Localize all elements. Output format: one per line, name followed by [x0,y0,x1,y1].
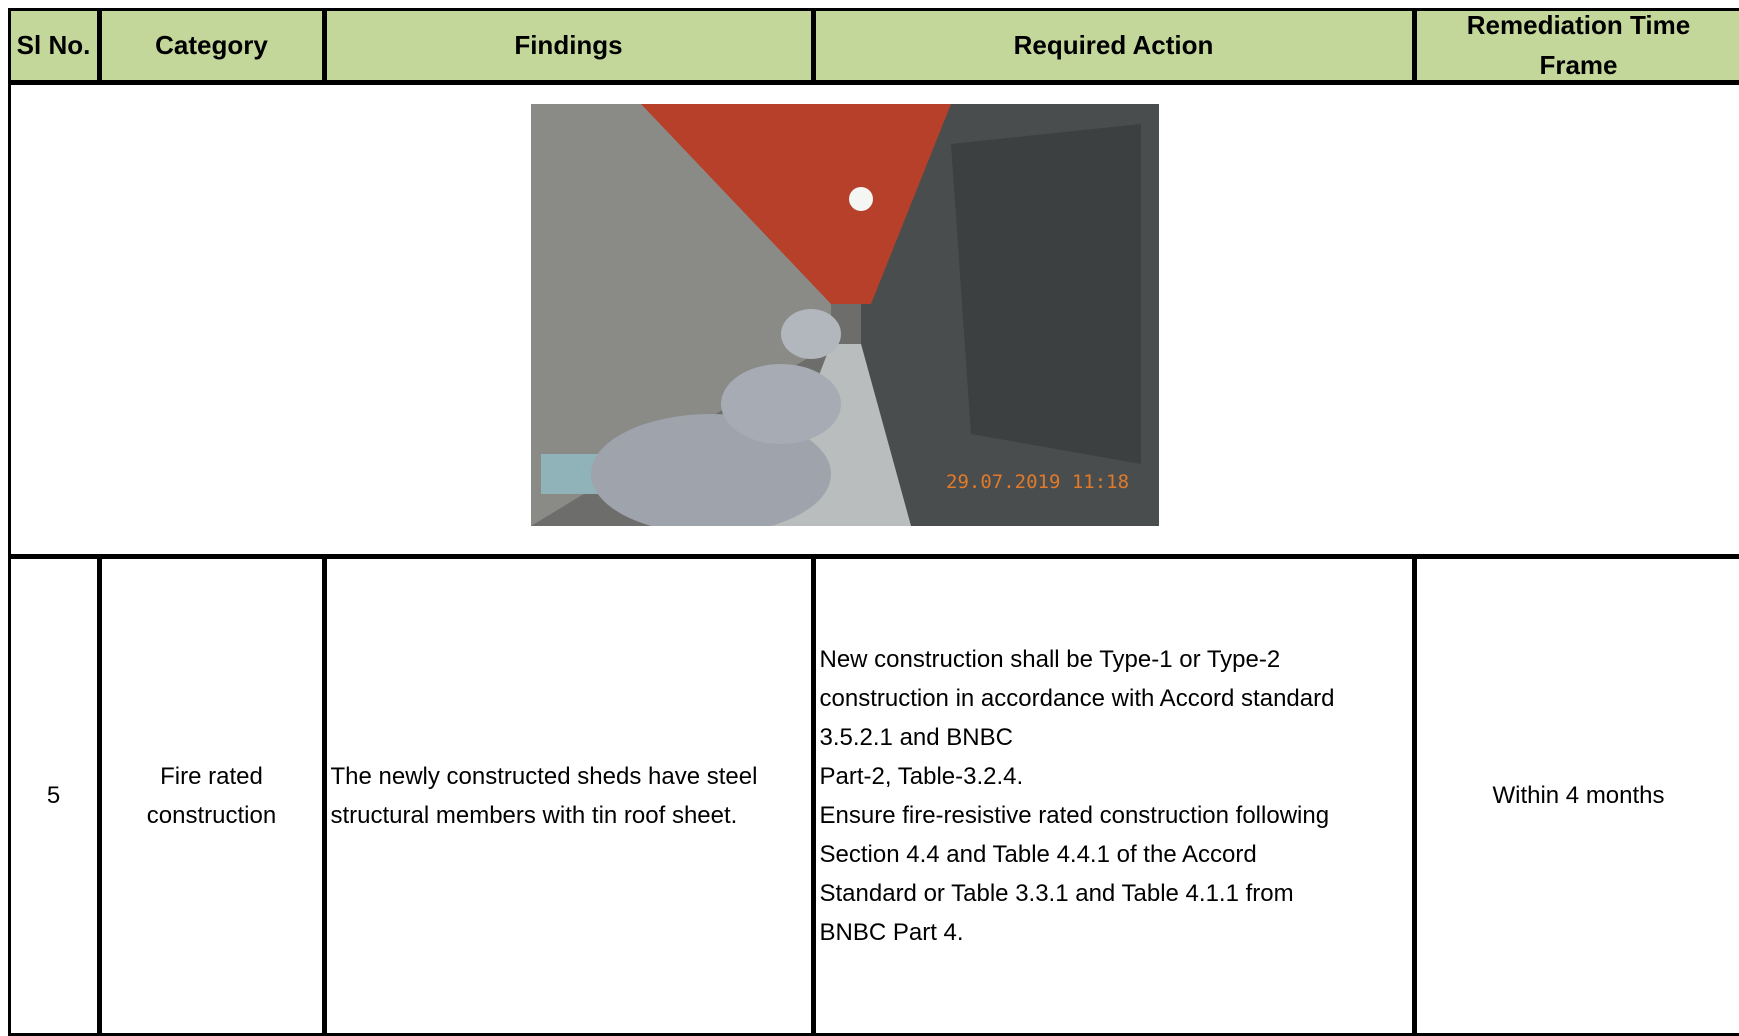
header-text: Category [155,25,268,65]
cell-line: Section 4.4 and Table 4.4.1 of the Accor… [820,835,1257,874]
header-text: Remediation Time [1467,5,1690,45]
header-cell: Findings [324,8,814,83]
header-cell: Category [99,8,325,83]
cell-line: The newly constructed sheds have steel [331,757,758,796]
cell-line: 3.5.2.1 and BNBC [820,718,1013,757]
header-text: Required Action [1014,25,1214,65]
table-cell: New construction shall be Type-1 or Type… [813,556,1415,1036]
cell-line: Fire rated [160,757,263,796]
table-cell: Within 4 months [1414,556,1739,1036]
cell-line: structural members with tin roof sheet. [331,796,738,835]
header-cell: Required Action [813,8,1415,83]
cell-line: BNBC Part 4. [820,913,964,952]
header-cell: Sl No. [8,8,100,83]
cell-line: Part-2, Table-3.2.4. [820,757,1024,796]
photo-timestamp: 29.07.2019 11:18 [946,471,1129,493]
header-text: Findings [514,25,622,65]
table-cell: 5 [8,556,100,1036]
header-text: Sl No. [17,25,91,65]
cell-line: New construction shall be Type-1 or Type… [820,640,1281,679]
cell-line: Standard or Table 3.3.1 and Table 4.1.1 … [820,874,1294,913]
site-photo: 29.07.2019 11:18 [531,104,1159,526]
cell-line: construction in accordance with Accord s… [820,679,1335,718]
header-text: Frame [1539,45,1617,85]
cell-line: construction [147,796,276,835]
cell-text: 5 [47,776,60,815]
cell-line: Ensure fire-resistive rated construction… [820,796,1330,835]
cell-text: Within 4 months [1492,776,1664,815]
